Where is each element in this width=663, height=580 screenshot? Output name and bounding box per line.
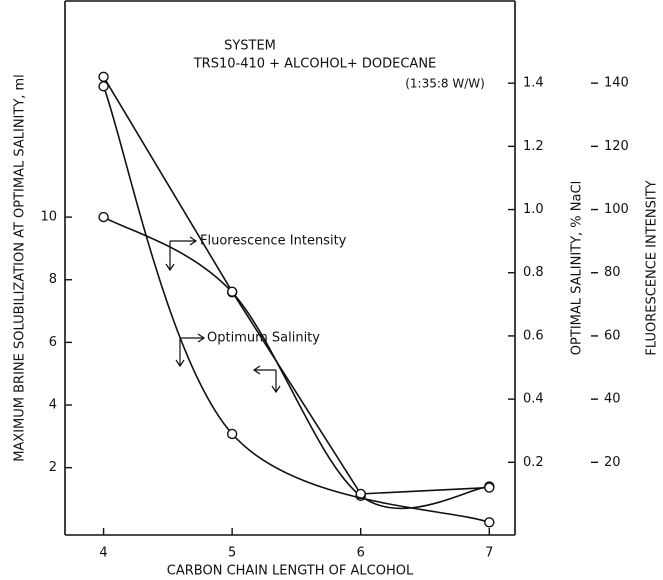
y-tick-label: 2	[49, 460, 57, 475]
arrow	[175, 338, 185, 368]
series-line	[103, 216, 490, 510]
y2-axis-label: OPTIMAL SALINITY, % NaCl	[570, 181, 585, 355]
chart-subtitle: TRS10-410 + ALCOHOL+ DODECANE	[193, 57, 437, 72]
y2-tick-label: 1.4	[523, 76, 544, 91]
y2-tick-label: 1.0	[523, 202, 544, 217]
series-label: Fluorescence Intensity	[200, 234, 347, 249]
x-tick-label: 5	[228, 546, 236, 561]
data-point	[226, 428, 238, 440]
y2-tick-label: 1.2	[523, 139, 544, 154]
y3-tick-label: 120	[604, 139, 629, 154]
arrow	[180, 333, 206, 343]
y3-axis-label: FLUORESCENCE INTENSITY	[645, 180, 660, 355]
y2-tick-label: 0.2	[523, 455, 544, 470]
y3-tick-label: 20	[604, 455, 621, 470]
y3-tick-label: 40	[604, 392, 621, 407]
y3-tick-label: 140	[604, 76, 629, 91]
arrow	[271, 370, 281, 394]
data-point	[98, 71, 109, 83]
annotation: (1:35:8 W/W)	[405, 77, 485, 91]
series-line	[102, 86, 490, 524]
y2-tick-label: 0.4	[523, 392, 544, 407]
data-point	[98, 81, 109, 92]
y-tick-label: 4	[49, 398, 57, 413]
chart-title: SYSTEM	[224, 39, 276, 54]
y3-tick-label: 100	[604, 202, 629, 217]
y-axis-label: MAXIMUM BRINE SOLUBILIZATION AT OPTIMAL …	[13, 74, 28, 462]
arrow	[165, 241, 175, 272]
y-tick-label: 8	[49, 272, 57, 287]
y-tick-label: 10	[40, 210, 57, 225]
data-point	[98, 211, 109, 223]
callouts	[165, 236, 281, 394]
y2-tick-label: 0.6	[523, 328, 544, 343]
y2-tick-label: 0.8	[523, 265, 544, 280]
x-tick-label: 4	[99, 546, 107, 561]
arrow	[170, 236, 198, 246]
data-point	[484, 517, 495, 528]
y-tick-label: 6	[49, 335, 57, 350]
x-axis-label: CARBON CHAIN LENGTH OF ALCOHOL	[167, 564, 414, 579]
series-line	[102, 76, 490, 495]
x-tick-label: 7	[485, 546, 493, 561]
arrow	[252, 365, 276, 375]
x-tick-label: 6	[357, 546, 365, 561]
y3-tick-label: 60	[604, 328, 621, 343]
y3-tick-label: 80	[604, 265, 621, 280]
data-point	[484, 482, 495, 493]
data-point	[226, 286, 238, 297]
frame	[64, 0, 516, 536]
